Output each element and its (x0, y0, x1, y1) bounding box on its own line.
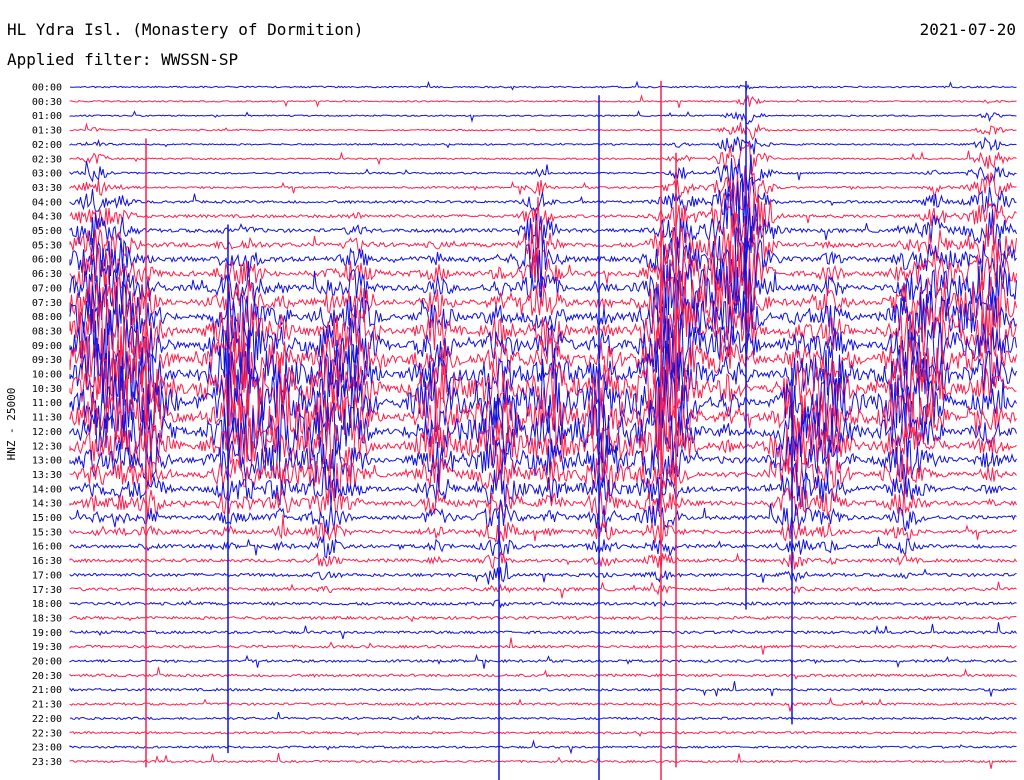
time-label-1100: 11:00 (32, 398, 62, 409)
time-label-2330: 23:30 (32, 757, 62, 768)
trace-2230 (69, 730, 1017, 738)
trace-1830 (69, 615, 1017, 623)
time-label-1700: 17:00 (32, 570, 62, 581)
time-label-0630: 06:30 (32, 269, 62, 280)
time-label-0530: 05:30 (32, 240, 62, 251)
time-label-0030: 00:30 (32, 97, 62, 108)
record-date: 2021-07-20 (919, 20, 1016, 39)
time-label-1130: 11:30 (32, 413, 62, 424)
trace-0000 (69, 80, 1017, 91)
time-label-0200: 02:00 (32, 140, 62, 151)
time-label-0700: 07:00 (32, 283, 62, 294)
trace-0130 (69, 122, 1017, 141)
trace-1000 (69, 330, 1017, 406)
trace-0600 (69, 225, 1017, 290)
time-label-0130: 01:30 (32, 126, 62, 137)
trace-0430 (69, 189, 1017, 248)
trace-2000 (69, 653, 1017, 669)
time-label-2000: 20:00 (32, 657, 62, 668)
trace-0530 (69, 212, 1017, 281)
trace-1530 (69, 514, 1017, 546)
time-label-1900: 19:00 (32, 628, 62, 639)
time-label-0330: 03:30 (32, 183, 62, 194)
time-label-0230: 02:30 (32, 154, 62, 165)
trace-1430 (69, 484, 1017, 519)
time-label-2300: 23:00 (32, 743, 62, 754)
trace-2330 (69, 753, 1017, 769)
time-label-1230: 12:30 (32, 441, 62, 452)
time-label-1500: 15:00 (32, 513, 62, 524)
time-label-0800: 08:00 (32, 312, 62, 323)
trace-0230 (69, 142, 1017, 175)
time-label-0600: 06:00 (32, 255, 62, 266)
time-label-1800: 18:00 (32, 599, 62, 610)
time-label-2230: 22:30 (32, 728, 62, 739)
time-label-2030: 20:30 (32, 671, 62, 682)
trace-1630 (69, 551, 1017, 570)
time-label-1930: 19:30 (32, 642, 62, 653)
time-label-0400: 04:00 (32, 197, 62, 208)
time-label-1200: 12:00 (32, 427, 62, 438)
time-label-2100: 21:00 (32, 685, 62, 696)
trace-0100 (69, 109, 1017, 125)
trace-0700 (69, 251, 1017, 323)
time-label-1530: 15:30 (32, 527, 62, 538)
trace-1330 (69, 449, 1017, 502)
time-label-0500: 05:00 (32, 226, 62, 237)
trace-layer (69, 80, 1017, 780)
time-label-1630: 16:30 (32, 556, 62, 567)
time-label-1300: 13:00 (32, 456, 62, 467)
trace-2300 (69, 739, 1017, 755)
time-label-1330: 13:30 (32, 470, 62, 481)
trace-1800 (69, 599, 1017, 609)
station-title: HL Ydra Isl. (Monastery of Dormition) (7, 20, 364, 39)
time-label-1030: 10:30 (32, 384, 62, 395)
trace-2100 (69, 681, 1017, 697)
time-label-1430: 14:30 (32, 499, 62, 510)
time-label-0930: 09:30 (32, 355, 62, 366)
time-label-2130: 21:30 (32, 700, 62, 711)
trace-0030 (69, 94, 1017, 108)
time-label-0300: 03:00 (32, 169, 62, 180)
trace-1300 (69, 427, 1017, 485)
trace-1900 (69, 622, 1017, 640)
time-label-layer: 00:00 00:30 01:00 01:30 02:00 02:30 03:00 03:30… (32, 83, 62, 768)
time-label-0430: 04:30 (32, 212, 62, 223)
trace-0200 (69, 136, 1017, 155)
time-label-1000: 10:00 (32, 370, 62, 381)
time-label-0000: 00:00 (32, 83, 62, 94)
trace-2030 (69, 667, 1017, 680)
time-label-1830: 18:30 (32, 613, 62, 624)
time-label-0100: 01:00 (32, 111, 62, 122)
trace-1730 (69, 581, 1017, 599)
trace-1700 (69, 561, 1017, 585)
trace-0500 (69, 191, 1017, 267)
filter-label: Applied filter: WWSSN-SP (7, 50, 239, 69)
trace-1130 (69, 383, 1017, 452)
time-label-2200: 22:00 (32, 714, 62, 725)
trace-2200 (69, 711, 1017, 721)
trace-1230 (69, 415, 1017, 477)
time-label-1400: 14:00 (32, 484, 62, 495)
trace-0930 (69, 322, 1017, 402)
trace-0730 (69, 269, 1017, 341)
time-label-1600: 16:00 (32, 542, 62, 553)
time-label-1730: 17:30 (32, 585, 62, 596)
trace-1500 (69, 498, 1017, 536)
trace-0300 (69, 154, 1017, 192)
trace-2130 (69, 696, 1017, 712)
time-label-0900: 09:00 (32, 341, 62, 352)
trace-1930 (69, 637, 1017, 655)
trace-1600 (69, 535, 1017, 559)
time-label-0730: 07:30 (32, 298, 62, 309)
trace-0400 (69, 177, 1017, 227)
time-label-0830: 08:30 (32, 326, 62, 337)
